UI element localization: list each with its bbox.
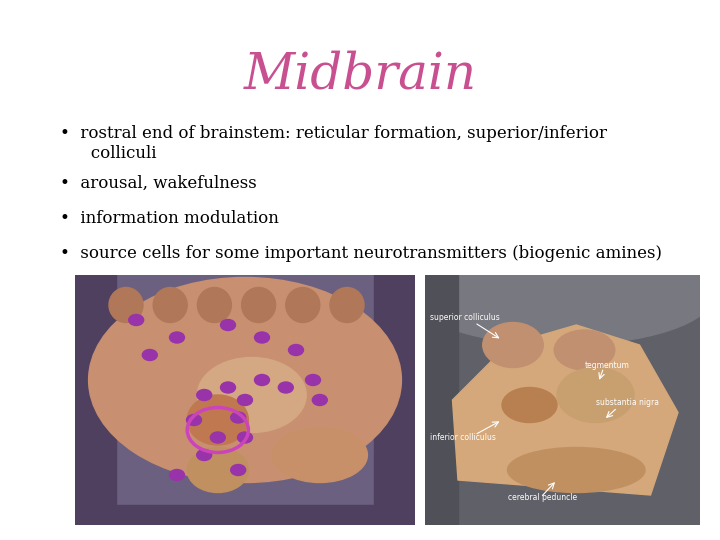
Circle shape: [169, 469, 184, 481]
Text: cerebral peduncle: cerebral peduncle: [508, 493, 577, 502]
Circle shape: [143, 349, 157, 361]
Circle shape: [197, 389, 212, 401]
Ellipse shape: [153, 287, 187, 322]
Circle shape: [305, 375, 320, 386]
Circle shape: [289, 345, 304, 355]
Ellipse shape: [197, 287, 231, 322]
Ellipse shape: [197, 357, 306, 433]
Ellipse shape: [272, 428, 367, 483]
Bar: [75, 505, 415, 525]
Ellipse shape: [109, 287, 143, 322]
Text: •  rostral end of brainstem: reticular formation, superior/inferior: • rostral end of brainstem: reticular fo…: [60, 125, 607, 142]
Circle shape: [279, 382, 293, 393]
Circle shape: [197, 449, 212, 461]
Circle shape: [230, 464, 246, 476]
Ellipse shape: [482, 322, 544, 368]
Ellipse shape: [508, 448, 645, 492]
Text: •  source cells for some important neurotransmitters (biogenic amines): • source cells for some important neurot…: [60, 245, 662, 262]
Text: inferior colliculus: inferior colliculus: [431, 433, 496, 442]
Circle shape: [129, 314, 144, 326]
Ellipse shape: [502, 388, 557, 422]
Ellipse shape: [554, 330, 615, 370]
Text: •  information modulation: • information modulation: [60, 210, 279, 227]
Text: substantia nigra: substantia nigra: [595, 398, 659, 407]
Circle shape: [255, 332, 269, 343]
Circle shape: [220, 382, 235, 393]
Ellipse shape: [557, 368, 634, 422]
Circle shape: [210, 432, 225, 443]
Text: colliculi: colliculi: [75, 145, 156, 162]
Circle shape: [238, 395, 253, 406]
Circle shape: [169, 332, 184, 343]
Text: Midbrain: Midbrain: [243, 50, 477, 99]
Ellipse shape: [187, 395, 248, 445]
Bar: [374, 275, 415, 525]
Circle shape: [186, 415, 202, 426]
Ellipse shape: [187, 448, 248, 492]
Circle shape: [238, 432, 253, 443]
Polygon shape: [452, 325, 678, 495]
Bar: [425, 275, 458, 525]
Text: superior colliculus: superior colliculus: [431, 313, 500, 322]
Circle shape: [312, 395, 328, 406]
Circle shape: [255, 375, 269, 386]
Circle shape: [230, 412, 246, 423]
Circle shape: [220, 320, 235, 330]
Ellipse shape: [330, 287, 364, 322]
Text: •  arousal, wakefulness: • arousal, wakefulness: [60, 175, 257, 192]
Ellipse shape: [242, 287, 276, 322]
Text: tegmentum: tegmentum: [585, 361, 629, 369]
Ellipse shape: [411, 245, 714, 345]
Bar: [75, 275, 116, 525]
Ellipse shape: [89, 278, 402, 483]
Ellipse shape: [286, 287, 320, 322]
